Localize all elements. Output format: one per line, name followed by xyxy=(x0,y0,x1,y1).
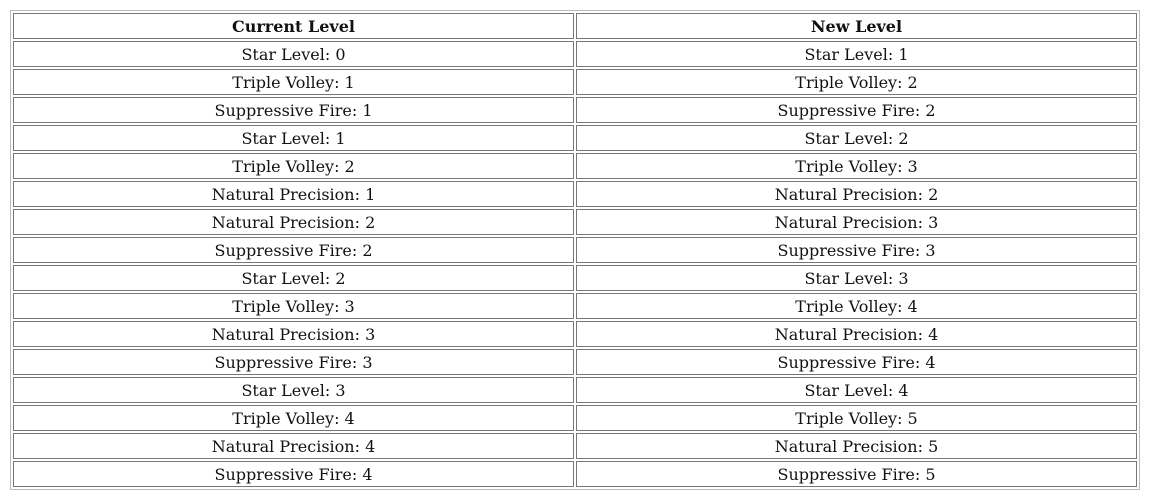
current-level-cell: Triple Volley: 1 xyxy=(13,69,574,95)
new-level-cell: Suppressive Fire: 2 xyxy=(576,97,1137,123)
new-level-cell: Star Level: 1 xyxy=(576,41,1137,67)
new-level-cell: Triple Volley: 5 xyxy=(576,405,1137,431)
table-row: Suppressive Fire: 3 Suppressive Fire: 4 xyxy=(13,349,1137,375)
new-level-cell: Suppressive Fire: 3 xyxy=(576,237,1137,263)
table-row: Star Level: 0 Star Level: 1 xyxy=(13,41,1137,67)
current-level-cell: Suppressive Fire: 4 xyxy=(13,461,574,487)
header-row: Current Level New Level xyxy=(13,13,1137,39)
table-row: Suppressive Fire: 4 Suppressive Fire: 5 xyxy=(13,461,1137,487)
table-row: Suppressive Fire: 1 Suppressive Fire: 2 xyxy=(13,97,1137,123)
new-level-cell: Natural Precision: 3 xyxy=(576,209,1137,235)
new-level-cell: Triple Volley: 2 xyxy=(576,69,1137,95)
current-level-cell: Triple Volley: 4 xyxy=(13,405,574,431)
current-level-cell: Star Level: 3 xyxy=(13,377,574,403)
table-row: Natural Precision: 2 Natural Precision: 3 xyxy=(13,209,1137,235)
table-row: Triple Volley: 1 Triple Volley: 2 xyxy=(13,69,1137,95)
current-level-cell: Star Level: 2 xyxy=(13,265,574,291)
current-level-cell: Star Level: 1 xyxy=(13,125,574,151)
table-row: Triple Volley: 4 Triple Volley: 5 xyxy=(13,405,1137,431)
new-level-cell: Natural Precision: 4 xyxy=(576,321,1137,347)
current-level-cell: Triple Volley: 2 xyxy=(13,153,574,179)
table-row: Triple Volley: 2 Triple Volley: 3 xyxy=(13,153,1137,179)
table-row: Suppressive Fire: 2 Suppressive Fire: 3 xyxy=(13,237,1137,263)
current-level-cell: Suppressive Fire: 1 xyxy=(13,97,574,123)
table-row: Natural Precision: 1 Natural Precision: 2 xyxy=(13,181,1137,207)
header-new-level: New Level xyxy=(576,13,1137,39)
new-level-cell: Star Level: 4 xyxy=(576,377,1137,403)
new-level-cell: Star Level: 2 xyxy=(576,125,1137,151)
new-level-cell: Suppressive Fire: 4 xyxy=(576,349,1137,375)
new-level-cell: Triple Volley: 3 xyxy=(576,153,1137,179)
table-row: Star Level: 3 Star Level: 4 xyxy=(13,377,1137,403)
current-level-cell: Suppressive Fire: 2 xyxy=(13,237,574,263)
current-level-cell: Natural Precision: 2 xyxy=(13,209,574,235)
new-level-cell: Natural Precision: 2 xyxy=(576,181,1137,207)
table-row: Triple Volley: 3 Triple Volley: 4 xyxy=(13,293,1137,319)
table-row: Natural Precision: 4 Natural Precision: 5 xyxy=(13,433,1137,459)
new-level-cell: Suppressive Fire: 5 xyxy=(576,461,1137,487)
level-table: Current Level New Level Star Level: 0 Sta… xyxy=(10,10,1140,490)
current-level-cell: Natural Precision: 3 xyxy=(13,321,574,347)
table-row: Natural Precision: 3 Natural Precision: 4 xyxy=(13,321,1137,347)
current-level-cell: Triple Volley: 3 xyxy=(13,293,574,319)
new-level-cell: Triple Volley: 4 xyxy=(576,293,1137,319)
current-level-cell: Suppressive Fire: 3 xyxy=(13,349,574,375)
new-level-cell: Natural Precision: 5 xyxy=(576,433,1137,459)
current-level-cell: Natural Precision: 4 xyxy=(13,433,574,459)
header-current-level: Current Level xyxy=(13,13,574,39)
current-level-cell: Star Level: 0 xyxy=(13,41,574,67)
new-level-cell: Star Level: 3 xyxy=(576,265,1137,291)
table-row: Star Level: 2 Star Level: 3 xyxy=(13,265,1137,291)
table-row: Star Level: 1 Star Level: 2 xyxy=(13,125,1137,151)
current-level-cell: Natural Precision: 1 xyxy=(13,181,574,207)
